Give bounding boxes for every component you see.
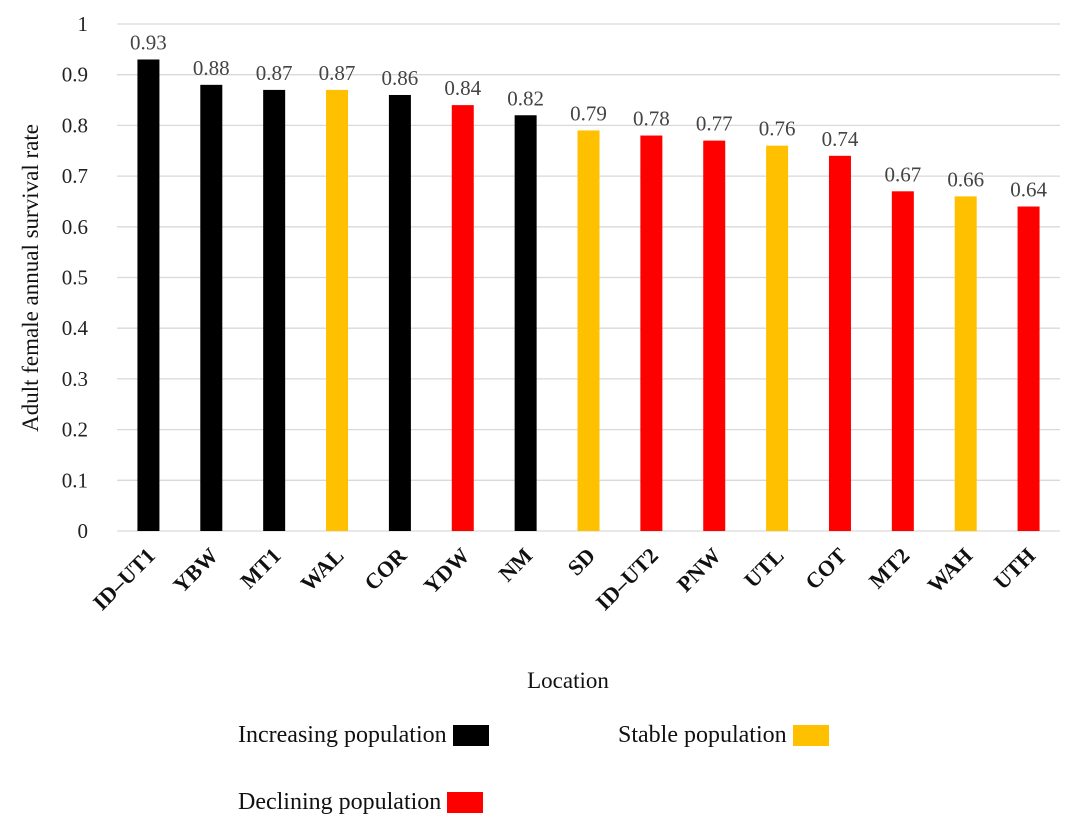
x-tick-label: WAH — [922, 543, 977, 598]
x-axis-title: Location — [527, 668, 609, 690]
y-tick-label: 0 — [78, 519, 89, 543]
bar-wal — [326, 89, 349, 531]
bars — [137, 59, 1040, 532]
y-tick-label: 0.2 — [62, 418, 88, 442]
bar-ybw — [200, 84, 223, 531]
data-label: 0.64 — [1010, 178, 1047, 202]
x-tick-label: MT2 — [864, 543, 915, 594]
x-tick-label: PNW — [672, 543, 726, 597]
x-tick-label: UTL — [739, 543, 789, 593]
y-tick-label: 0.4 — [62, 316, 89, 340]
y-tick-label: 0.7 — [62, 164, 88, 188]
y-tick-label: 0.1 — [62, 468, 88, 492]
data-label: 0.66 — [947, 167, 984, 191]
bar-ydw — [451, 105, 474, 532]
data-label: 0.67 — [884, 162, 921, 186]
y-axis-ticks: 0 0.1 0.2 0.3 0.4 0.5 0.6 0.7 0.8 0.9 1 — [62, 12, 89, 543]
x-tick-label: COT — [800, 543, 852, 595]
data-label: 0.84 — [444, 76, 481, 100]
y-tick-label: 0.3 — [62, 367, 88, 391]
x-tick-label: ID–UT1 — [88, 543, 160, 615]
bar-sd — [577, 130, 600, 531]
data-label: 0.77 — [696, 112, 733, 136]
legend-swatch-stable — [792, 725, 829, 746]
data-labels: 0.93 0.88 0.87 0.87 0.86 0.84 0.82 0.79 0.78 0.77… — [130, 30, 1047, 201]
bar-utl — [766, 145, 789, 531]
bar-wah — [954, 196, 977, 531]
legend-label-increasing: Increasing population — [238, 722, 447, 748]
x-tick-label: NM — [494, 543, 538, 587]
data-label: 0.88 — [193, 56, 230, 80]
bar-mt2 — [891, 191, 914, 531]
x-tick-label: ID–UT2 — [591, 543, 663, 615]
data-label: 0.86 — [382, 66, 419, 90]
legend-item-increasing: Increasing population — [238, 722, 489, 749]
data-label: 0.93 — [130, 30, 167, 54]
data-label: 0.74 — [822, 127, 859, 151]
x-tick-label: WAL — [295, 543, 348, 596]
y-tick-label: 1 — [78, 12, 89, 36]
y-tick-label: 0.8 — [62, 113, 88, 137]
legend-item-declining: Declining population — [238, 789, 484, 816]
y-tick-label: 0.6 — [62, 215, 88, 239]
bar-mt1 — [263, 89, 286, 531]
legend-item-stable: Stable population — [618, 722, 829, 749]
bar-id-ut1 — [137, 59, 160, 532]
x-tick-label: SD — [562, 543, 600, 581]
data-label: 0.82 — [507, 86, 544, 110]
x-tick-label: YBW — [168, 543, 223, 598]
data-label: 0.87 — [319, 61, 356, 85]
bar-uth — [1017, 206, 1040, 531]
y-axis-title: Adult female annual survival rate — [18, 124, 43, 432]
bar-id-ut2 — [640, 135, 663, 532]
x-tick-label: COR — [359, 542, 412, 595]
y-tick-label: 0.9 — [62, 63, 88, 87]
legend-label-stable: Stable population — [618, 722, 787, 748]
data-label: 0.76 — [759, 117, 796, 141]
bar-cor — [388, 94, 411, 531]
x-tick-label: MT1 — [235, 543, 286, 594]
legend-label-declining: Declining population — [238, 789, 442, 815]
bar-pnw — [703, 140, 726, 532]
legend-swatch-declining — [447, 792, 484, 813]
bar-chart: 00.10.20.30.40.50.60.70.80.91 0.930.88 0.… — [18, 12, 1060, 690]
y-tick-label: 0.5 — [62, 266, 88, 290]
legend-swatch-increasing — [452, 725, 489, 746]
bar-cot — [828, 155, 851, 531]
x-tick-label: YDW — [419, 543, 475, 599]
data-label: 0.87 — [256, 61, 293, 85]
data-label: 0.79 — [570, 101, 607, 125]
bar-nm — [514, 115, 537, 531]
data-label: 0.78 — [633, 107, 670, 131]
x-tick-label: UTH — [989, 543, 1040, 594]
